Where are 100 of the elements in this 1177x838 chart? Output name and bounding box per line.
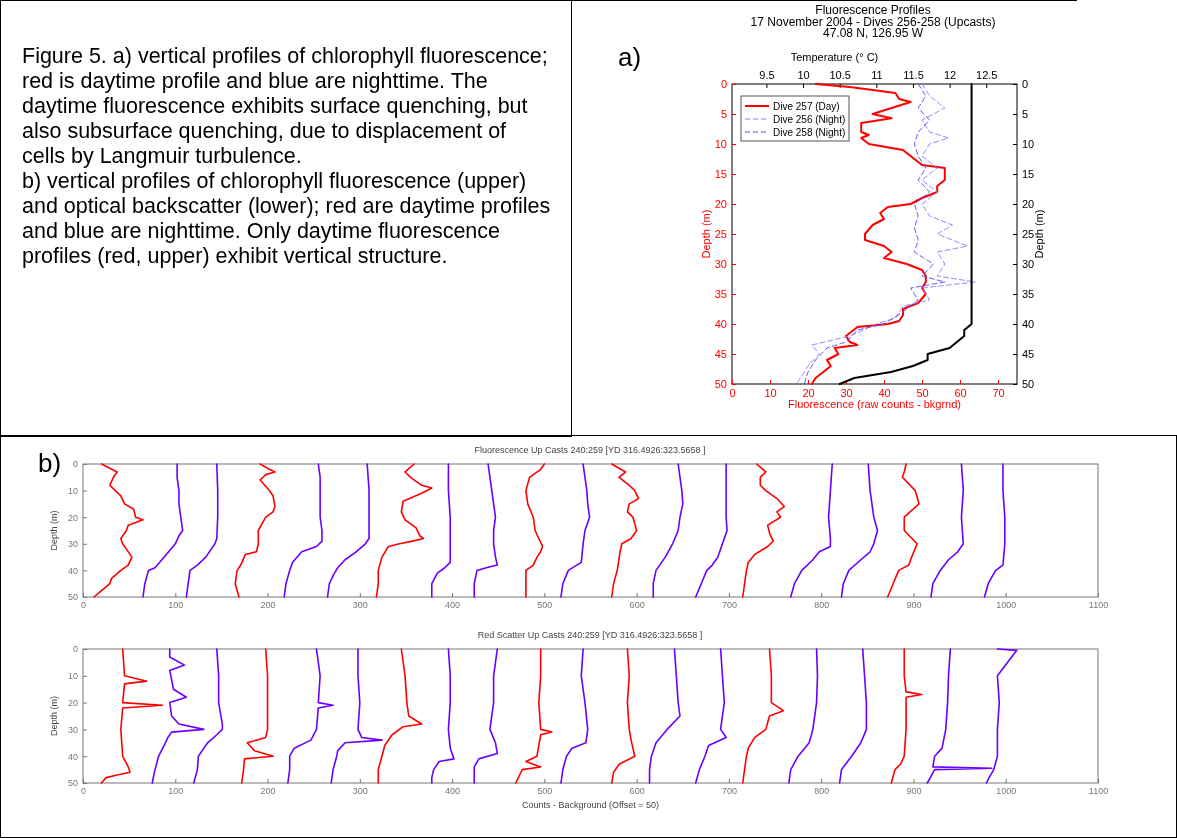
y-tick-label: 0 [720,78,727,91]
y2-tick-label: 35 [1022,288,1035,301]
x-tick-label: 20 [802,386,815,399]
line-series [560,463,591,598]
x-tick-label: 70 [992,386,1005,399]
y-tick-label: 20 [67,697,78,708]
x-tick-label: 300 [352,786,368,797]
x-axis-title: Counts - Background (Offset = 50) [521,800,660,810]
x-tick-label: 50 [916,386,929,399]
x2-tick-label: 10 [797,69,810,81]
x-tick-label: 400 [445,600,461,611]
line-series [234,463,276,598]
y2-tick-label: 50 [1022,378,1035,391]
line-series [788,648,819,784]
line-series [473,463,499,598]
y-tick-label: 50 [67,778,78,789]
line-series [287,648,334,784]
y-tick-label: 40 [67,565,78,576]
y-tick-label: 15 [714,168,727,181]
line-series [741,648,785,784]
line-series [610,463,640,598]
y-tick-label: 10 [67,485,78,496]
line-series [100,648,164,784]
x-tick-label: 700 [721,600,737,611]
x-tick-label: 600 [629,600,645,611]
x-tick-label: 60 [954,386,967,399]
x-tick-label: 100 [168,786,184,797]
x-tick-label: 10 [764,386,777,399]
x-tick-label: 600 [629,786,645,797]
x-tick-label: 1000 [996,600,1017,611]
x-tick-label: 200 [260,786,276,797]
line-series [983,463,1006,598]
line-series [377,648,423,784]
y2-tick-label: 0 [1022,78,1029,91]
chart-subtitle: 17 November 2004 - Dives 256-258 (Upcasts) 47.08 N, 126.95 W [750,14,996,40]
chart-title: Red Scatter Up Casts 240:259 [YD 316.4926:323.5658 ] [477,630,703,640]
line-series [142,463,184,598]
line-series [796,83,976,385]
line-series [886,463,920,598]
text: b) vertical profiles of chlorophyll fluorescence (upper) and optical backscatter (lower); red are daytime profiles and blue are nighttime. Only daytime fluorescence profiles (red, upper) exhibit vertical structure. [22,169,552,269]
y-tick-label: 0 [72,459,78,470]
x-tick-label: 500 [537,786,553,797]
line-series [610,648,636,784]
x-tick-label: 900 [906,600,922,611]
y-tick-label: 20 [714,198,727,211]
y2-tick-label: 5 [1022,108,1029,121]
line-series [652,463,684,598]
y2-tick-label: 30 [1022,258,1035,271]
line-series [789,463,834,598]
y-tick-label: 20 [67,512,78,523]
y2-tick-label: 45 [1022,348,1035,361]
x2-tick-label: 12 [943,69,957,81]
line-series [741,463,786,598]
y-tick-label: 5 [720,108,727,121]
x2-tick-label: 10.5 [829,69,851,81]
line-series [838,648,868,784]
x-tick-label: 500 [537,600,553,611]
y-axis-title: Depth (m) [700,209,712,259]
line-series [473,648,499,784]
y2-tick-label: 15 [1022,168,1035,181]
line-series [430,648,455,784]
x-tick-label: 0 [80,786,87,797]
y-axis-title: Depth (m) [49,695,59,737]
x-axis-title: Fluorescence (raw counts - bkgrnd) [787,398,962,410]
y-tick-label: 10 [714,138,727,151]
y-tick-label: 30 [67,724,78,735]
line-series [930,463,965,598]
legend-label: Dive 258 (Night) [773,126,846,138]
line-series [330,648,383,784]
x2-tick-label: 11 [871,69,883,81]
line-series [326,463,370,598]
line-series [694,463,728,598]
line-series [560,648,589,784]
x2-axis-title: Temperature (° C) [790,51,879,63]
chart-title: Fluorescence Profiles [815,3,931,17]
legend-label: Dive 256 (Night) [773,113,846,125]
x2-tick-label: 9.5 [759,69,775,81]
x-tick-label: 200 [260,600,276,611]
line-series [514,648,553,784]
x-tick-label: 0 [729,386,736,399]
y-tick-label: 40 [714,318,727,331]
x-tick-label: 800 [814,786,830,797]
text: b) [38,448,62,478]
y2-tick-label: 40 [1022,318,1035,331]
y2-tick-label: 25 [1022,228,1035,241]
line-series [185,463,219,598]
x-tick-label: 100 [168,600,184,611]
caption: Figure 5. a) vertical profiles of chlorophyll fluorescence; red is daytime profile and blue are nighttime. The daytime fluorescence exhibits surface quenching, but also subsurface quenching, due to displacement of cells by Langmuir turbulence. [22,44,549,169]
y-tick-label: 40 [67,751,78,762]
x-tick-label: 300 [352,600,368,611]
text: a) [618,42,642,72]
x-tick-label: 0 [80,600,87,611]
line-series [840,463,879,598]
line-series [283,463,323,598]
x-tick-label: 800 [814,600,830,611]
y-tick-label: 25 [714,228,727,241]
y-tick-label: 50 [67,592,78,603]
line-series [648,648,681,784]
y-tick-label: 45 [714,348,727,361]
x-tick-label: 1000 [996,786,1017,797]
